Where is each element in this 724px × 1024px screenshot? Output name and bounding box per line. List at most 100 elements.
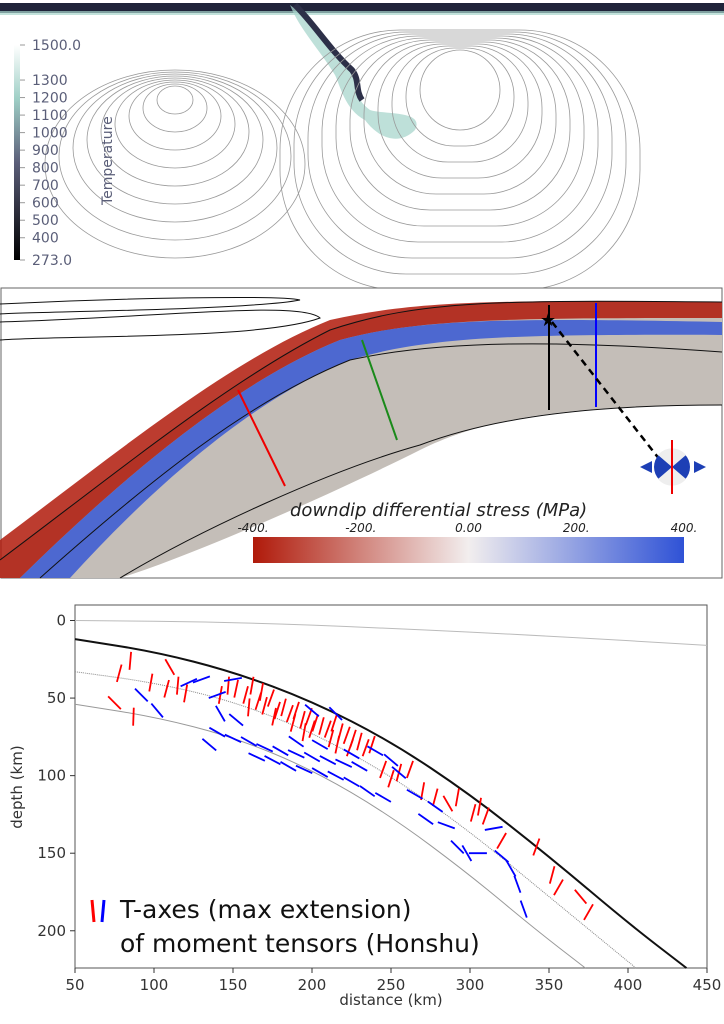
t-axis-red	[183, 684, 189, 703]
t-axis-blue	[224, 733, 242, 744]
streamline	[58, 71, 292, 241]
x-tick-label: 150	[219, 976, 248, 994]
t-axis-blue	[303, 751, 321, 763]
streamline	[377, 43, 543, 179]
stress-tick-label: 200.	[563, 521, 590, 535]
dashed-link	[551, 321, 661, 461]
t-axis-blue	[335, 758, 353, 768]
t-axis-blue	[228, 713, 244, 727]
t-axis-red	[548, 865, 556, 884]
stress-colorbar-title: downdip differential stress (MPa)	[290, 500, 587, 521]
t-axis-blue	[208, 726, 226, 738]
temperature-tick-label: 700	[32, 178, 59, 194]
t-axis-blue	[359, 785, 376, 798]
t-axis-blue	[311, 739, 329, 750]
t-axis-blue	[351, 761, 368, 772]
streamline	[321, 35, 599, 243]
stress-tick-label: -400.	[237, 521, 268, 535]
t-axis-blue	[494, 849, 510, 863]
t-axis-red	[406, 760, 414, 779]
t-axis-red	[481, 807, 490, 825]
x-tick-label: 400	[614, 976, 643, 994]
x-tick-label: 200	[298, 976, 327, 994]
contour	[119, 404, 723, 579]
plot-area	[74, 604, 708, 969]
t-axis-red	[280, 698, 287, 717]
t-axis-blue	[366, 745, 384, 757]
t-axis-blue	[240, 736, 258, 747]
y-tick-label: 100	[37, 767, 66, 785]
t-axis-blue	[248, 752, 266, 762]
t-axis-red	[164, 658, 176, 676]
temperature-colorbar-title: Temperature	[100, 116, 116, 206]
t-axis-blue	[208, 691, 226, 699]
t-axis-red	[273, 701, 281, 720]
streamline	[419, 49, 501, 131]
t-axis-blue	[327, 770, 345, 781]
streamline	[100, 77, 250, 187]
t-axis-blue	[319, 755, 337, 766]
temperature-tick-label: 1500.0	[32, 38, 81, 54]
t-axis-blue	[519, 900, 528, 918]
profile-red	[237, 389, 286, 487]
focal-mechanism-icon	[640, 440, 706, 494]
contour	[0, 300, 723, 561]
t-axis-red	[271, 707, 277, 726]
t-axis-red	[327, 729, 335, 748]
t-axis-blue	[280, 761, 297, 772]
stress-colorbar	[253, 537, 684, 563]
temperature-tick-label: 1200	[32, 91, 68, 107]
t-axis-red	[163, 679, 170, 698]
t-axis-red	[454, 788, 460, 807]
t-axis-blue	[256, 743, 274, 753]
t-axis-red	[107, 695, 122, 710]
star-icon: ★	[540, 310, 556, 331]
temperature-tick-label: 1300	[32, 73, 68, 89]
t-axis-red	[289, 713, 297, 732]
temperature-tick-label: 400	[32, 231, 59, 247]
t-axis-blue	[272, 745, 289, 757]
cold-lithosphere	[0, 3, 724, 13]
t-axis-red	[532, 838, 541, 856]
t-axis-blue	[304, 704, 320, 717]
temperature-tick-label: 800	[32, 161, 59, 177]
y-tick-label: 50	[47, 689, 66, 707]
streamline	[72, 73, 278, 223]
t-axis-blue	[223, 677, 243, 682]
streamline	[363, 41, 557, 195]
curve-dotted	[74, 671, 637, 969]
t-axis-blue	[150, 703, 164, 718]
compression-zone	[0, 301, 722, 578]
stress-tick-label: -200.	[345, 521, 376, 535]
streamline	[86, 75, 264, 205]
t-axis-red	[469, 803, 477, 822]
t-axis-red	[477, 797, 482, 816]
thermal-boundary	[0, 11, 724, 15]
t-axis-red	[299, 710, 306, 729]
legend: T-axes (max extension) of moment tensors…	[90, 895, 480, 958]
t-axis-red	[285, 704, 294, 723]
streamline	[114, 79, 236, 169]
stress-panel: ★ downdip differential stress (MPa) -400…	[0, 287, 723, 579]
extension-zone	[20, 319, 722, 578]
t-axis-red	[247, 698, 251, 717]
streamline	[293, 31, 627, 275]
streamline	[405, 47, 515, 147]
t-axis-red	[128, 651, 132, 670]
t-axis-red	[301, 723, 307, 742]
temperature-tick-label: 273.0	[32, 253, 72, 269]
t-axis-red	[249, 676, 255, 695]
t-axis-blue	[374, 792, 392, 803]
slab-body	[0, 301, 722, 578]
t-axis-red	[345, 738, 354, 757]
t-axis-red	[330, 714, 338, 732]
t-axis-blue	[134, 687, 149, 702]
t-axis-blue	[343, 748, 360, 760]
streamline	[142, 83, 208, 133]
t-axis-red	[304, 707, 313, 726]
streamline	[391, 45, 529, 163]
t-axis-red	[583, 903, 594, 921]
t-axis-red	[387, 769, 395, 788]
t-axis-red	[356, 732, 363, 751]
curve-lower	[74, 703, 586, 969]
